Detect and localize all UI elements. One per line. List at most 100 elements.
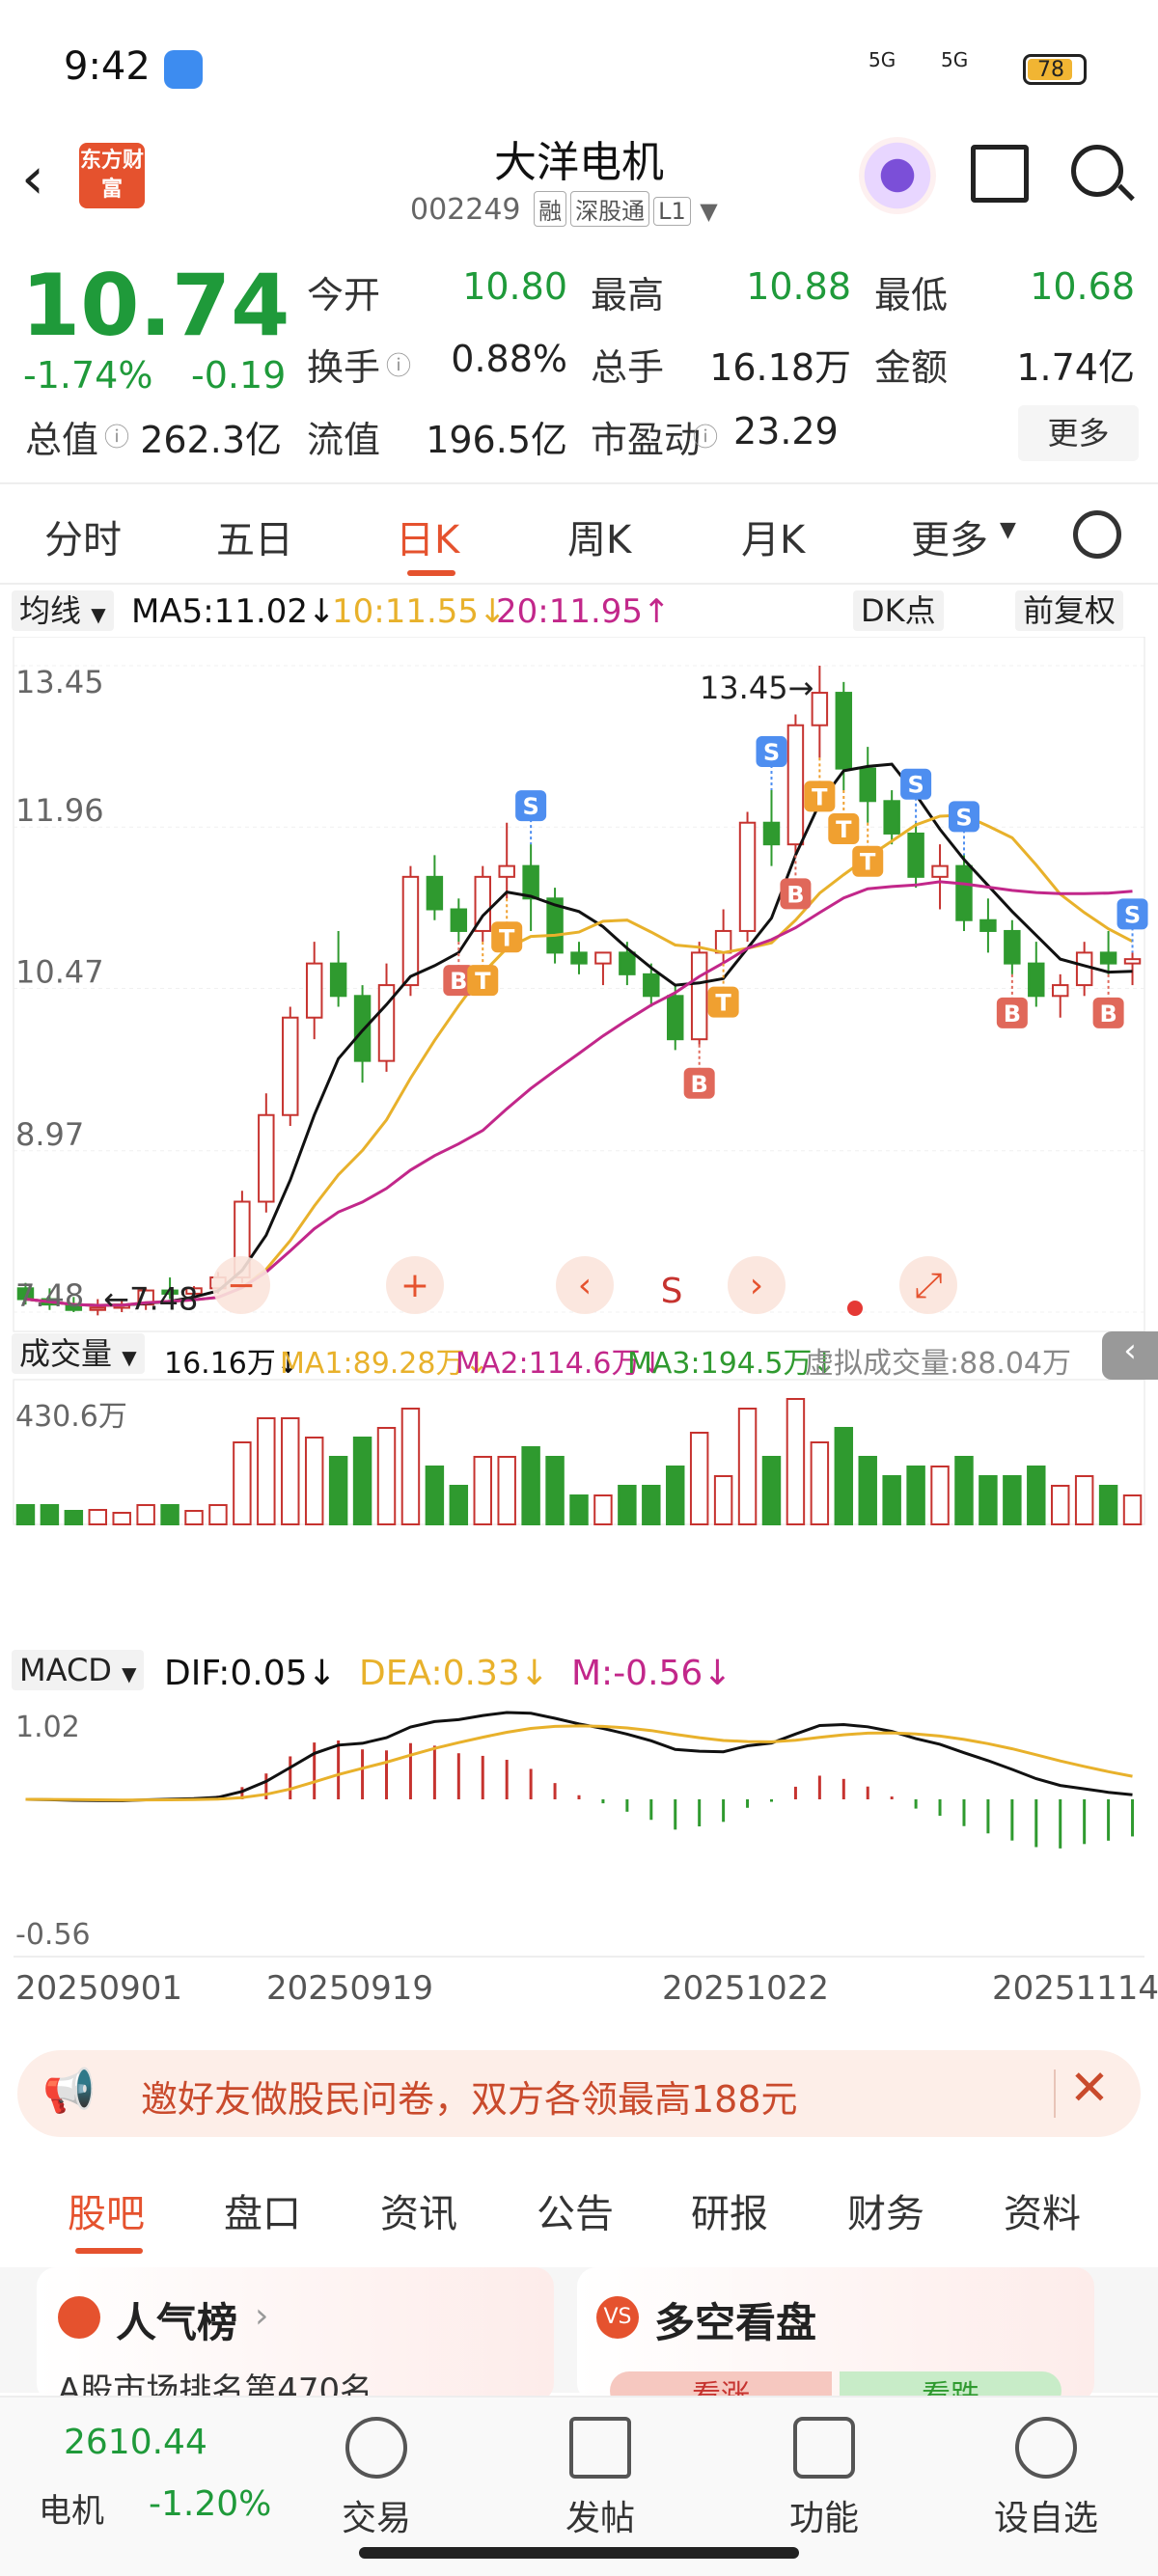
status-time: 9:42 <box>64 44 151 89</box>
current-dot <box>847 1301 863 1316</box>
volume-bar <box>64 1510 84 1525</box>
candle-body <box>1004 929 1021 965</box>
signal-marker-label: B <box>1004 1000 1021 1028</box>
add-watchlist-icon[interactable] <box>1015 2417 1077 2479</box>
tab-pankou[interactable]: 盘口 <box>224 2192 301 2236</box>
volume-bar <box>160 1504 179 1525</box>
candle-body <box>883 800 900 835</box>
tab-intraday[interactable]: 分时 <box>44 518 122 562</box>
share-icon[interactable] <box>971 145 1029 203</box>
candle-body <box>1099 951 1117 965</box>
candle-body <box>1075 951 1093 987</box>
forward-adjust-button[interactable]: 前复权 <box>1015 590 1124 631</box>
candle-body <box>474 875 491 932</box>
info-icon[interactable]: ⓘ <box>104 424 130 452</box>
chevron-right-icon-bg <box>728 1256 786 1314</box>
tab-daily-k[interactable]: 日K <box>396 518 460 562</box>
home-indicator <box>359 2547 799 2559</box>
tab-profile[interactable]: 资料 <box>1004 2192 1081 2236</box>
candle-body <box>450 908 468 932</box>
app-logo: 东方财富 <box>79 143 145 208</box>
nav-functions[interactable]: 功能 <box>788 2499 859 2538</box>
more-button[interactable]: 更多 <box>1018 405 1139 461</box>
back-icon[interactable]: ‹ <box>21 145 44 212</box>
ma5-value: MA5:11.02↓ <box>131 592 336 631</box>
tab-news[interactable]: 资讯 <box>380 2192 457 2236</box>
nav-post[interactable]: 发帖 <box>565 2499 635 2538</box>
chevron-down-icon[interactable]: ▼ <box>700 198 718 225</box>
tab-weekly-k[interactable]: 周K <box>567 518 632 562</box>
low-label: 最低 <box>874 274 949 316</box>
megaphone-icon: 📢 <box>42 2067 96 2116</box>
candle-body <box>329 962 347 998</box>
candle-body <box>1028 962 1045 998</box>
active-tab-underline <box>407 570 455 576</box>
date-label: 20251114 <box>992 1969 1158 2008</box>
volume-max-label: 430.6万 <box>15 1400 127 1434</box>
turnover-label: 换手 <box>307 346 381 389</box>
post-icon[interactable] <box>569 2417 631 2479</box>
candle-body <box>762 821 781 846</box>
trade-icon[interactable] <box>345 2417 407 2479</box>
candle-body <box>811 692 829 726</box>
volume-bar <box>618 1485 637 1525</box>
amount-label: 金额 <box>874 346 949 389</box>
candle-body <box>979 918 997 932</box>
volume-bar <box>713 1475 733 1525</box>
bottom-nav: 2610.44 电机 -1.20% 交易 发帖 功能 设自选 <box>0 2396 1158 2576</box>
close-icon[interactable]: ✕ <box>1069 2060 1110 2116</box>
functions-icon[interactable] <box>793 2417 855 2479</box>
candle-body <box>426 875 444 911</box>
macd-bottom-label: -0.56 <box>15 1918 91 1952</box>
nav-add-watchlist[interactable]: 设自选 <box>993 2499 1098 2538</box>
tab-guba[interactable]: 股吧 <box>68 2192 145 2236</box>
candle-body <box>594 951 612 965</box>
volume-bar <box>834 1427 854 1525</box>
popularity-title: 人气榜 <box>116 2299 238 2346</box>
promo-banner[interactable]: 📢 邀好友做股民问卷，双方各领最高188元 ✕ <box>17 2050 1141 2137</box>
candle-body <box>643 973 660 998</box>
info-icon[interactable]: ⓘ <box>386 352 412 381</box>
macd-dropdown[interactable]: MACD ▼ <box>12 1650 145 1690</box>
candle-body <box>667 995 684 1041</box>
zoom-out-icon-bg <box>212 1256 270 1314</box>
search-icon[interactable] <box>1071 145 1123 197</box>
dk-point-button[interactable]: DK点 <box>853 590 944 631</box>
volume-current: 16.16万↓ <box>164 1347 301 1381</box>
volume-dropdown[interactable]: 成交量 ▼ <box>12 1333 145 1374</box>
nav-trade[interactable]: 交易 <box>341 2499 411 2538</box>
chevron-left-icon-bg <box>556 1256 614 1314</box>
vs-icon: VS <box>596 2296 639 2339</box>
info-icon[interactable]: ⓘ <box>693 424 719 452</box>
gear-icon[interactable] <box>1073 510 1121 559</box>
candle-body <box>570 951 588 965</box>
tab-finance[interactable]: 财务 <box>847 2192 924 2236</box>
turnover-value: 0.88% <box>451 338 567 380</box>
y-axis-label: 7.48 <box>15 1277 84 1314</box>
collapse-panel-icon[interactable]: ‹ <box>1102 1331 1158 1380</box>
volume-bar <box>954 1456 974 1525</box>
volume-bar <box>1074 1475 1094 1525</box>
tab-five-day[interactable]: 五日 <box>216 518 293 562</box>
tab-more[interactable]: 更多 <box>911 518 988 562</box>
signal-marker <box>683 1067 715 1099</box>
volume-bar <box>88 1509 108 1525</box>
popularity-card[interactable]: 人气榜 › A股市场排名第470名 <box>37 2267 554 2410</box>
ma-dropdown[interactable]: 均线 ▼ <box>12 590 114 631</box>
assistant-robot-icon[interactable] <box>859 137 936 214</box>
signal-marker <box>780 878 812 910</box>
candle-body <box>786 724 805 846</box>
change-value: -0.19 <box>191 354 287 397</box>
bull-bear-card[interactable]: VS 多空看盘 看涨 看跌 <box>577 2267 1094 2413</box>
signal-marker-label: S <box>907 772 924 799</box>
divider <box>1054 2069 1056 2118</box>
tab-monthly-k[interactable]: 月K <box>741 518 806 562</box>
volume-bar <box>689 1432 709 1525</box>
volume-bar <box>40 1504 60 1525</box>
volume-bar <box>906 1466 925 1525</box>
tab-announcements[interactable]: 公告 <box>537 2192 614 2236</box>
volume-bar <box>112 1512 131 1525</box>
candle-body <box>353 995 372 1062</box>
tab-research[interactable]: 研报 <box>691 2192 768 2236</box>
